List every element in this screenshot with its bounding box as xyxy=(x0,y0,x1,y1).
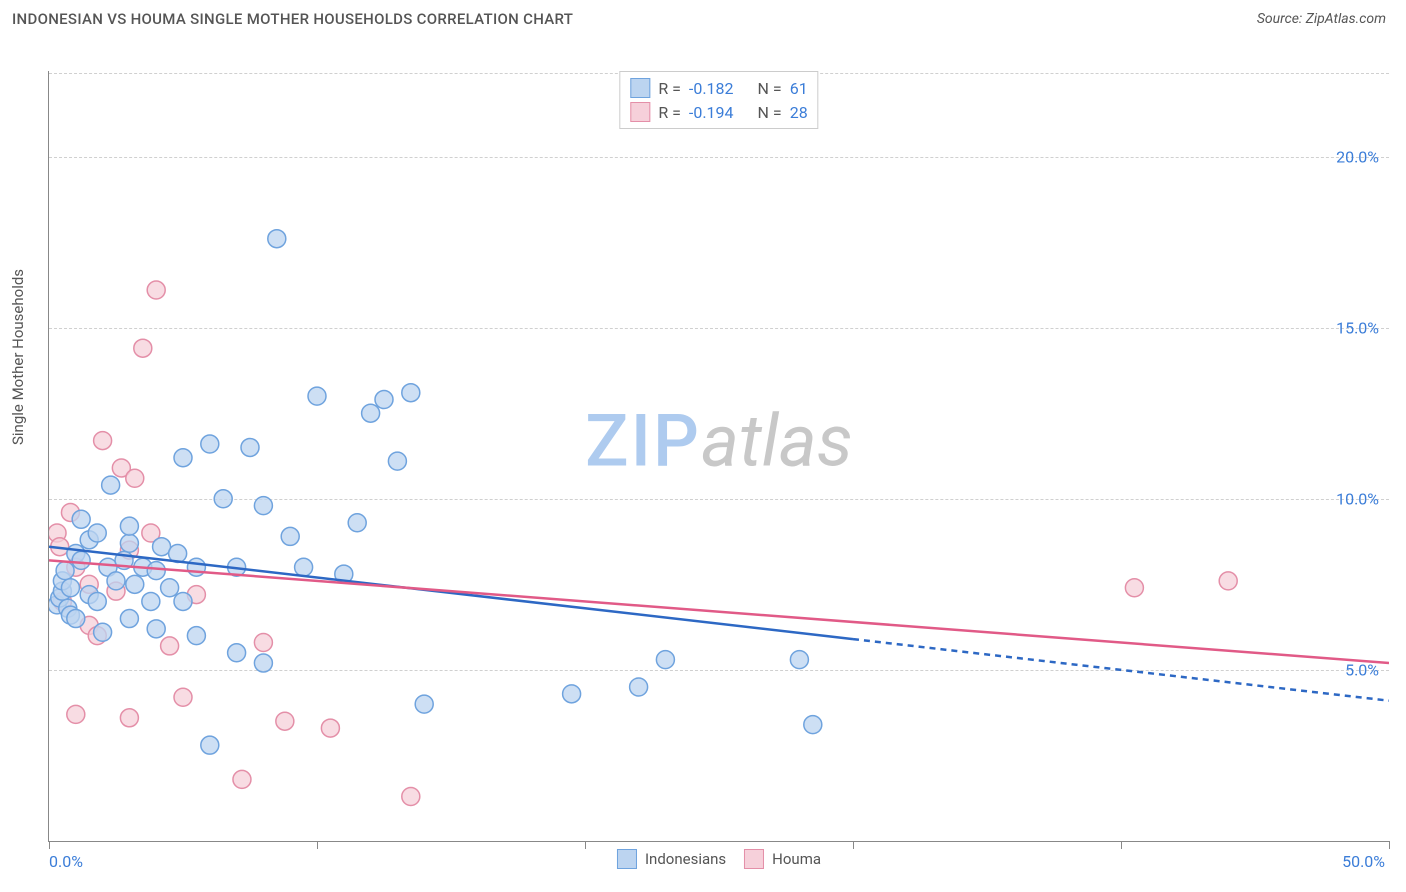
legend-item-blue: Indonesians xyxy=(617,849,726,869)
chart-container: Single Mother Households ZIPatlas R = -0… xyxy=(0,36,1406,886)
y-axis-label: Single Mother Households xyxy=(9,269,27,445)
swatch-blue xyxy=(630,78,650,98)
legend-correlation: R = -0.182 N = 61 R = -0.194 N = 28 xyxy=(619,71,818,129)
xtick-label-right: 50.0% xyxy=(1342,852,1385,871)
legend-item-pink: Houma xyxy=(744,849,821,869)
legend-series: Indonesians Houma xyxy=(617,849,821,869)
swatch-pink-bottom xyxy=(744,849,764,869)
legend-row-pink: R = -0.194 N = 28 xyxy=(630,100,807,124)
xtick xyxy=(49,841,50,849)
source-attribution: Source: ZipAtlas.com xyxy=(1257,11,1386,27)
xtick xyxy=(1121,841,1122,849)
xtick-label-left: 0.0% xyxy=(49,852,83,871)
xtick xyxy=(853,841,854,849)
xtick xyxy=(1389,841,1390,849)
chart-header: INDONESIAN VS HOUMA SINGLE MOTHER HOUSEH… xyxy=(0,0,1406,36)
xtick xyxy=(317,841,318,849)
xtick xyxy=(585,841,586,849)
swatch-pink xyxy=(630,102,650,122)
swatch-blue-bottom xyxy=(617,849,637,869)
plot-area: ZIPatlas R = -0.182 N = 61 R = -0.194 N … xyxy=(48,71,1389,842)
legend-row-blue: R = -0.182 N = 61 xyxy=(630,76,807,100)
plot-svg xyxy=(49,71,1389,841)
chart-title: INDONESIAN VS HOUMA SINGLE MOTHER HOUSEH… xyxy=(12,10,573,28)
